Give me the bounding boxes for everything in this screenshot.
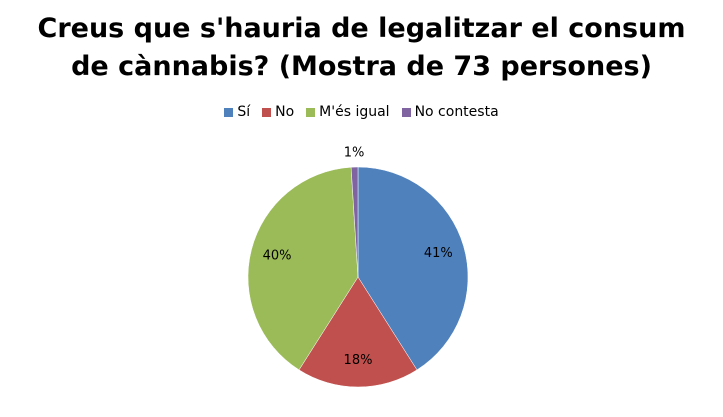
legend-label: Sí: [237, 104, 251, 120]
legend-item: No contesta: [401, 104, 499, 120]
pie-slice: [298, 276, 418, 388]
chart-title-line-2: de cànnabis? (Mostra de 73 persones): [71, 51, 652, 82]
pie-slice: [247, 166, 359, 371]
legend-item: Sí: [224, 104, 250, 120]
chart-title-line-1: Creus que s'hauria de legalitzar el cons…: [37, 13, 686, 44]
legend-item: No: [262, 104, 294, 120]
data-label: 40%: [263, 249, 292, 264]
legend-label: M'és igual: [319, 104, 390, 120]
data-label: 41%: [424, 246, 453, 261]
data-label: 1%: [344, 146, 365, 161]
legend: Sí No M'és igual No contesta: [0, 104, 723, 121]
legend-swatch: [262, 107, 272, 117]
legend-label: No contesta: [414, 104, 499, 120]
pie-slice: [350, 166, 359, 278]
chart-title: Creus que s'hauria de legalitzar el cons…: [0, 10, 723, 86]
legend-swatch: [224, 107, 234, 117]
legend-swatch: [401, 107, 411, 117]
pie-slice: [357, 166, 469, 371]
legend-item: M'és igual: [306, 104, 390, 120]
legend-label: No: [275, 104, 295, 120]
legend-swatch: [306, 107, 316, 117]
data-label: 18%: [344, 353, 373, 368]
